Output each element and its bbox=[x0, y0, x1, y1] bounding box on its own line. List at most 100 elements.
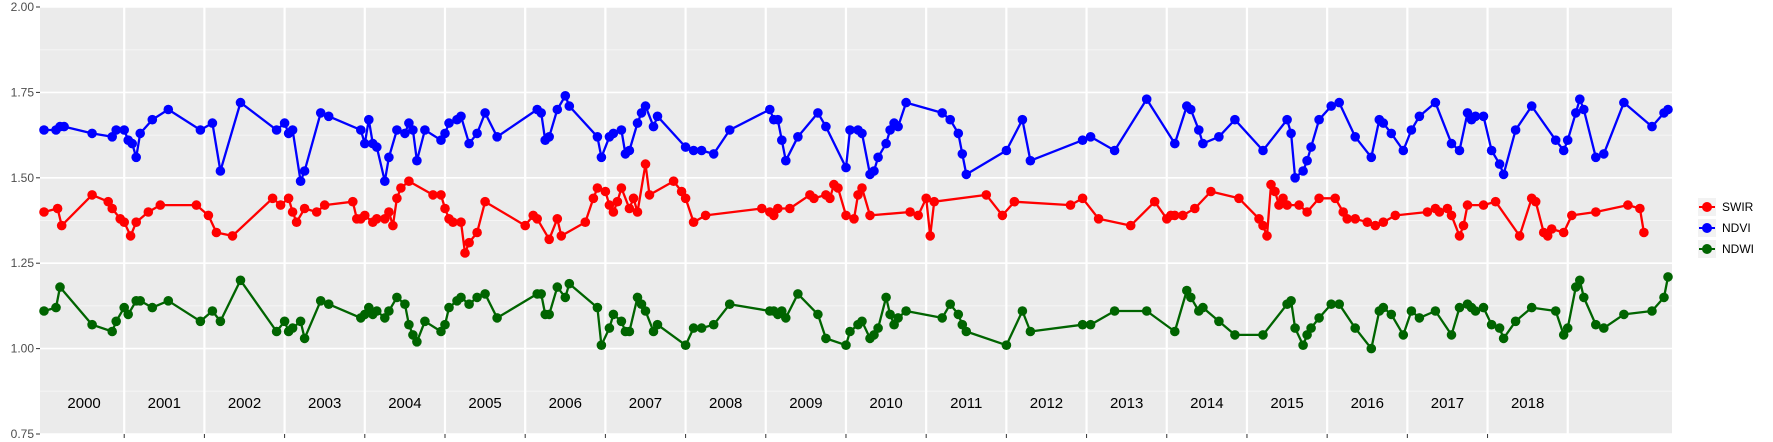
data-point bbox=[1125, 220, 1136, 231]
data-point bbox=[227, 231, 238, 241]
data-point bbox=[773, 203, 783, 214]
data-point bbox=[412, 155, 422, 166]
data-point bbox=[163, 296, 174, 306]
data-point bbox=[1571, 108, 1581, 118]
data-point bbox=[412, 337, 422, 347]
data-point bbox=[885, 309, 895, 320]
year-label: 2015 bbox=[1270, 395, 1303, 412]
data-point bbox=[267, 193, 278, 204]
data-point bbox=[119, 125, 129, 135]
data-point bbox=[1194, 125, 1204, 135]
data-point bbox=[1258, 145, 1268, 156]
data-point bbox=[52, 203, 63, 214]
data-point bbox=[841, 340, 851, 351]
data-point bbox=[1378, 302, 1389, 313]
data-point bbox=[1454, 302, 1465, 313]
data-point bbox=[624, 145, 635, 156]
data-point bbox=[456, 111, 466, 122]
data-point bbox=[384, 207, 394, 217]
data-point bbox=[1458, 220, 1469, 231]
year-label: 2002 bbox=[228, 395, 261, 412]
data-point bbox=[315, 296, 326, 306]
data-point bbox=[299, 333, 310, 344]
data-point bbox=[1386, 128, 1397, 139]
data-point bbox=[195, 316, 206, 327]
data-point bbox=[612, 196, 623, 207]
data-point bbox=[279, 118, 290, 128]
data-point bbox=[813, 108, 823, 118]
data-point bbox=[1314, 193, 1324, 204]
data-point bbox=[1478, 111, 1489, 122]
data-point bbox=[299, 203, 310, 214]
data-point bbox=[55, 282, 65, 292]
data-point bbox=[1334, 299, 1344, 310]
data-point bbox=[1619, 309, 1629, 320]
data-point bbox=[757, 203, 767, 214]
year-label: 2000 bbox=[67, 395, 100, 412]
data-point bbox=[1198, 138, 1208, 149]
data-point bbox=[1647, 121, 1657, 132]
data-point bbox=[1378, 217, 1389, 227]
data-point bbox=[1575, 94, 1585, 104]
data-point bbox=[384, 306, 394, 316]
data-point bbox=[953, 128, 964, 139]
grid bbox=[40, 6, 1672, 435]
data-point bbox=[1558, 227, 1569, 238]
data-point bbox=[440, 128, 450, 139]
data-point bbox=[287, 125, 298, 135]
data-point bbox=[319, 200, 330, 210]
data-point bbox=[1290, 323, 1300, 333]
data-point bbox=[1314, 114, 1324, 125]
data-point bbox=[356, 125, 366, 135]
data-point bbox=[608, 309, 619, 320]
data-point bbox=[1430, 306, 1441, 316]
data-point bbox=[211, 227, 222, 238]
data-point bbox=[480, 108, 490, 118]
data-point bbox=[143, 207, 154, 217]
data-point bbox=[1025, 326, 1036, 337]
data-point bbox=[1579, 292, 1589, 303]
data-point bbox=[616, 316, 627, 327]
data-point bbox=[235, 97, 246, 108]
data-point bbox=[1093, 214, 1104, 224]
year-labels: 2000 2001 2002 2003 2004 2005 2006 2007 2008 2009… bbox=[67, 395, 1544, 412]
data-point bbox=[825, 193, 835, 204]
data-point bbox=[56, 220, 67, 231]
data-point bbox=[51, 302, 61, 313]
data-point bbox=[87, 190, 97, 200]
data-point bbox=[696, 323, 707, 333]
data-point bbox=[1490, 196, 1501, 207]
series-ndwi bbox=[39, 272, 1673, 354]
data-point bbox=[1314, 313, 1324, 323]
data-point bbox=[436, 190, 446, 200]
legend-label: NDVI bbox=[1722, 221, 1751, 235]
data-point bbox=[131, 217, 141, 227]
data-point bbox=[624, 203, 635, 214]
data-point bbox=[295, 176, 306, 186]
data-point bbox=[841, 210, 851, 221]
data-point bbox=[833, 183, 843, 193]
data-point bbox=[1619, 97, 1629, 108]
data-point bbox=[857, 316, 867, 327]
data-point bbox=[448, 217, 458, 227]
data-point bbox=[616, 125, 627, 135]
data-point bbox=[881, 138, 891, 149]
data-point bbox=[1214, 316, 1224, 327]
data-point bbox=[287, 323, 298, 333]
data-point bbox=[1422, 207, 1433, 217]
data-point bbox=[688, 145, 699, 156]
data-point bbox=[1334, 97, 1344, 108]
data-point bbox=[1486, 319, 1497, 330]
data-point bbox=[564, 278, 575, 289]
data-point bbox=[1462, 200, 1473, 210]
data-point bbox=[1214, 132, 1224, 142]
data-point bbox=[384, 152, 394, 163]
data-point bbox=[857, 183, 867, 193]
y-tick-label: 1.75 bbox=[11, 85, 35, 99]
data-point bbox=[925, 231, 935, 241]
data-point bbox=[1141, 306, 1152, 316]
data-point bbox=[640, 306, 651, 316]
data-point bbox=[1025, 155, 1036, 166]
data-point bbox=[592, 183, 603, 193]
